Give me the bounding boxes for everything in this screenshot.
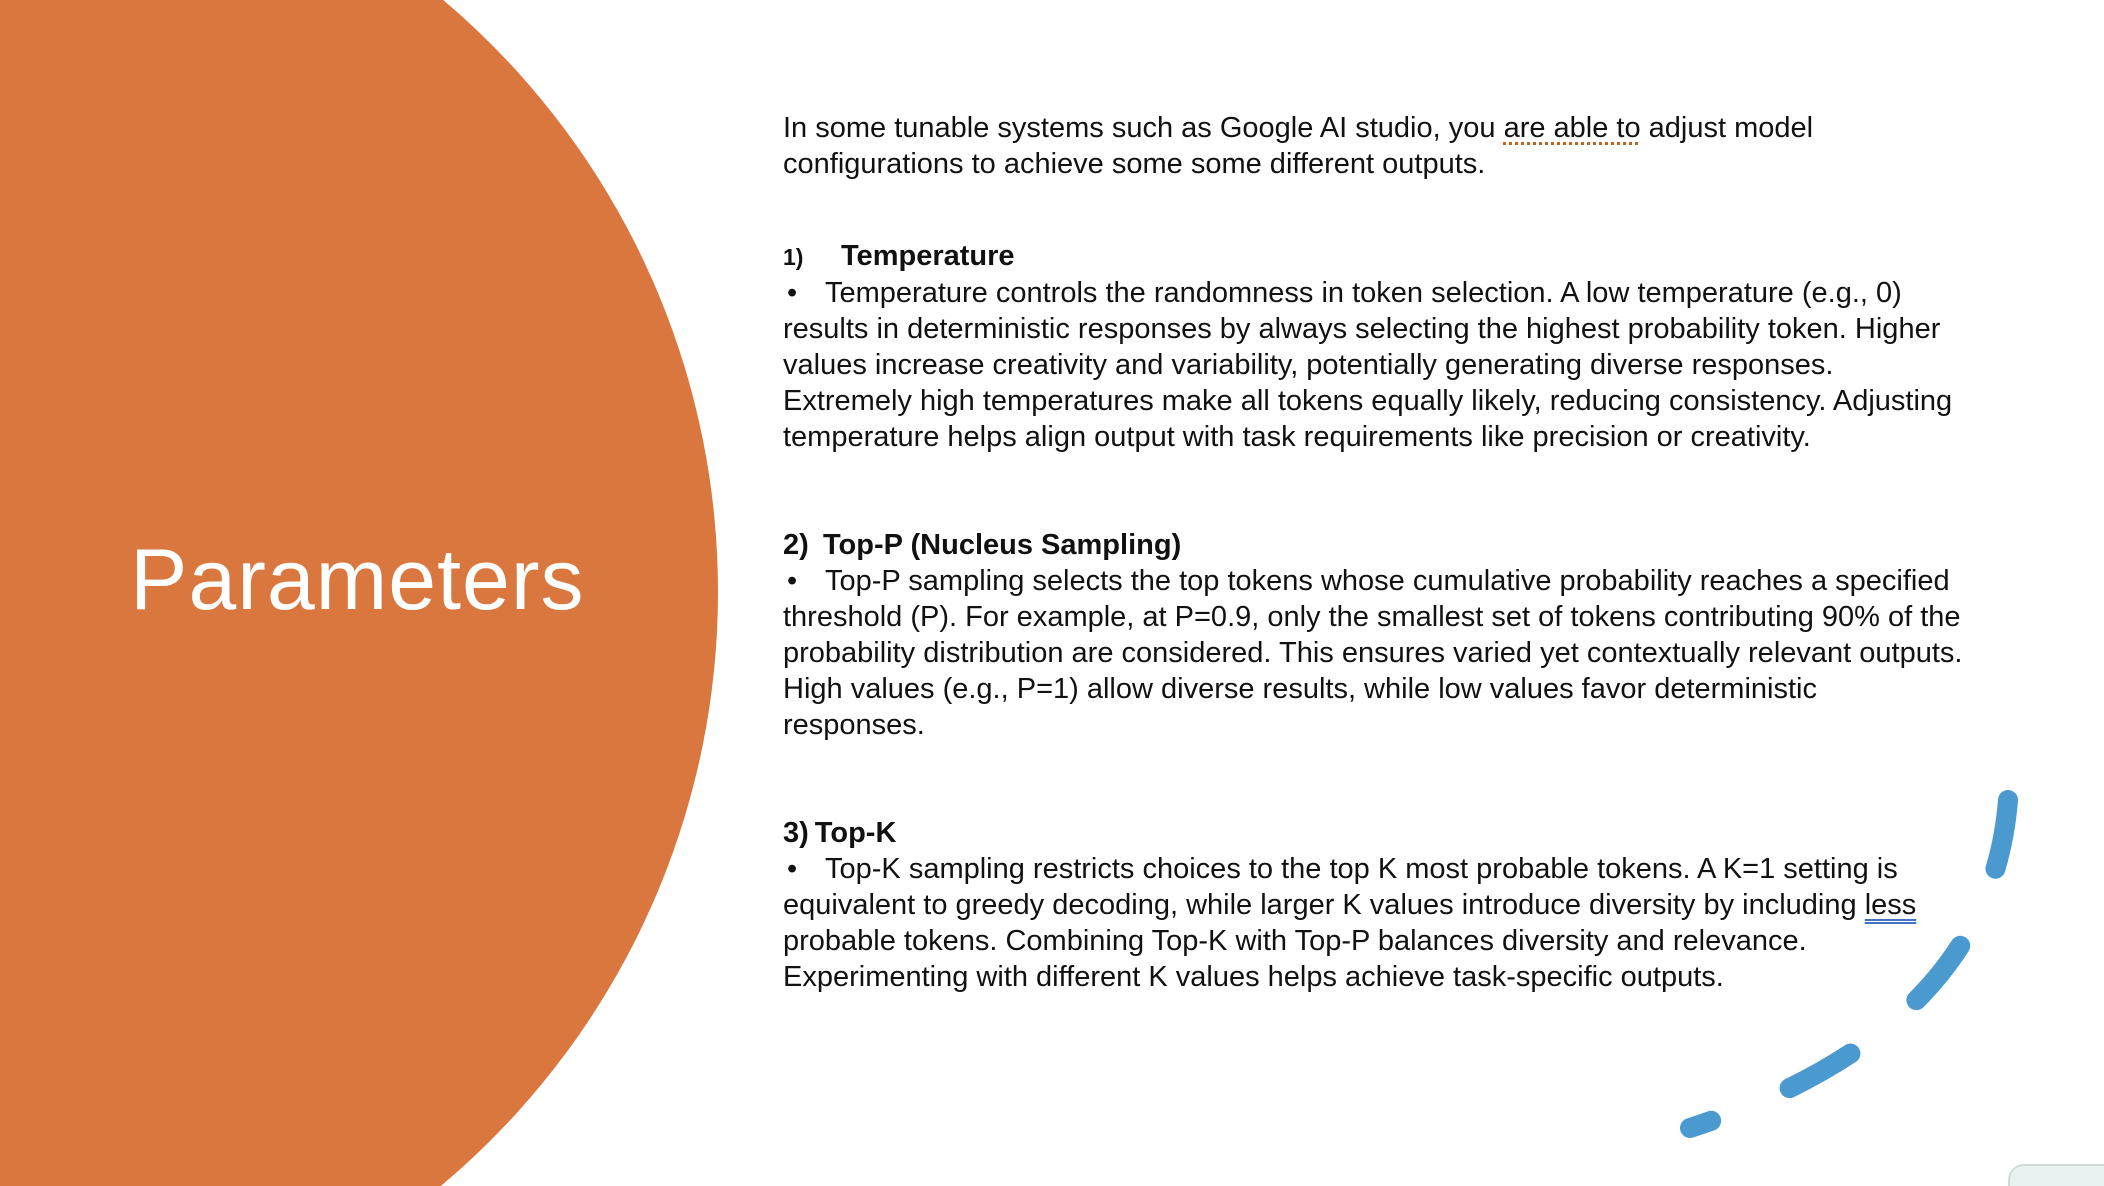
section-text: Top-P sampling selects the top tokens wh… <box>783 565 1963 741</box>
dashed-arc-path <box>1680 790 2018 1138</box>
section-top-p-heading: 2) Top-P (Nucleus Sampling) <box>783 527 1963 563</box>
grammar-flag-are-able-to[interactable]: are able to <box>1503 112 1641 144</box>
bullet-icon: • <box>787 853 798 885</box>
section-temperature-body: • Temperature controls the randomness in … <box>783 275 1963 455</box>
section-text: Temperature controls the randomness in t… <box>783 277 1953 453</box>
section-text: Top-K sampling restricts choices to the … <box>783 853 1898 921</box>
intro-text-end: adjust model configurations to achieve s… <box>783 112 1814 180</box>
slide-title[interactable]: Parameters <box>130 532 585 628</box>
section-number: 1) <box>783 244 804 270</box>
thumbnail-corner[interactable] <box>2008 1164 2104 1186</box>
section-top-k-heading: 3) Top-K <box>783 815 1963 851</box>
section-number: 2) <box>783 529 809 561</box>
section-heading: Top-P (Nucleus Sampling) <box>823 529 1182 561</box>
section-heading: Top-K <box>814 817 897 849</box>
section-text-end: probable tokens. Combining Top-K with To… <box>783 925 1807 993</box>
grammar-flag-less[interactable]: less <box>1864 889 1917 921</box>
bullet-icon: • <box>787 277 798 309</box>
body-text-box[interactable]: In some tunable systems such as Google A… <box>783 110 1963 995</box>
orange-circle-decoration <box>0 0 718 1186</box>
section-number: 3) <box>783 817 809 849</box>
section-top-k-body: • Top-K sampling restricts choices to the… <box>783 851 1963 995</box>
section-top-p-body: • Top-P sampling selects the top tokens w… <box>783 563 1963 743</box>
intro-text: In some tunable systems such as Google A… <box>783 112 1504 144</box>
section-heading: Temperature <box>841 240 1015 272</box>
bullet-icon: • <box>787 565 798 597</box>
section-temperature-heading: 1) Temperature <box>783 238 1963 275</box>
intro-paragraph: In some tunable systems such as Google A… <box>783 110 1963 182</box>
